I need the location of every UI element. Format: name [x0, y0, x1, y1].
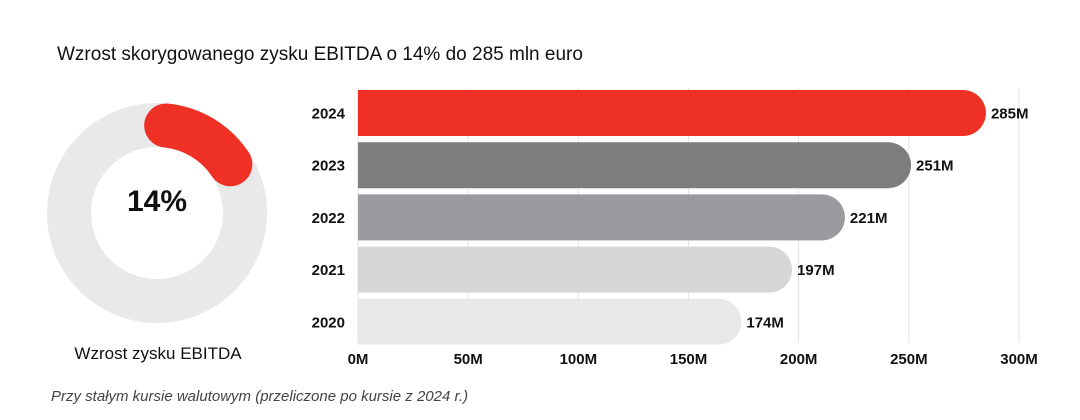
category-label: 2023	[312, 158, 345, 175]
bar	[358, 298, 742, 345]
x-tick-label: 100M	[560, 351, 598, 368]
x-tick-label: 300M	[1000, 351, 1038, 368]
data-label: 221M	[850, 210, 888, 227]
footnote: Przy stałym kursie walutowym (przeliczon…	[51, 388, 469, 405]
x-tick-label: 200M	[780, 351, 818, 368]
bar	[358, 142, 912, 189]
donut-svg	[47, 103, 267, 323]
category-label: 2024	[312, 106, 346, 123]
bar	[358, 90, 986, 136]
category-label: 2022	[312, 210, 345, 227]
data-label: 285M	[991, 106, 1029, 123]
data-label: 174M	[746, 314, 784, 331]
chart-title: Wzrost skorygowanego zysku EBITDA o 14% …	[57, 44, 583, 65]
x-tick-label: 150M	[670, 351, 708, 368]
x-tick-label: 250M	[890, 351, 928, 368]
donut-value-label: 14%	[126, 185, 188, 218]
category-label: 2021	[312, 262, 345, 279]
donut-caption: Wzrost zysku EBITDA	[74, 344, 242, 363]
category-label: 2020	[312, 314, 345, 331]
data-label: 197M	[797, 262, 835, 279]
x-tick-label: 50M	[454, 351, 483, 368]
data-label: 251M	[916, 158, 954, 175]
bar	[358, 246, 793, 293]
donut-fill-arc	[144, 103, 253, 187]
donut-chart: 14%	[46, 102, 268, 324]
bar	[358, 194, 845, 241]
x-tick-label: 0M	[348, 351, 369, 368]
